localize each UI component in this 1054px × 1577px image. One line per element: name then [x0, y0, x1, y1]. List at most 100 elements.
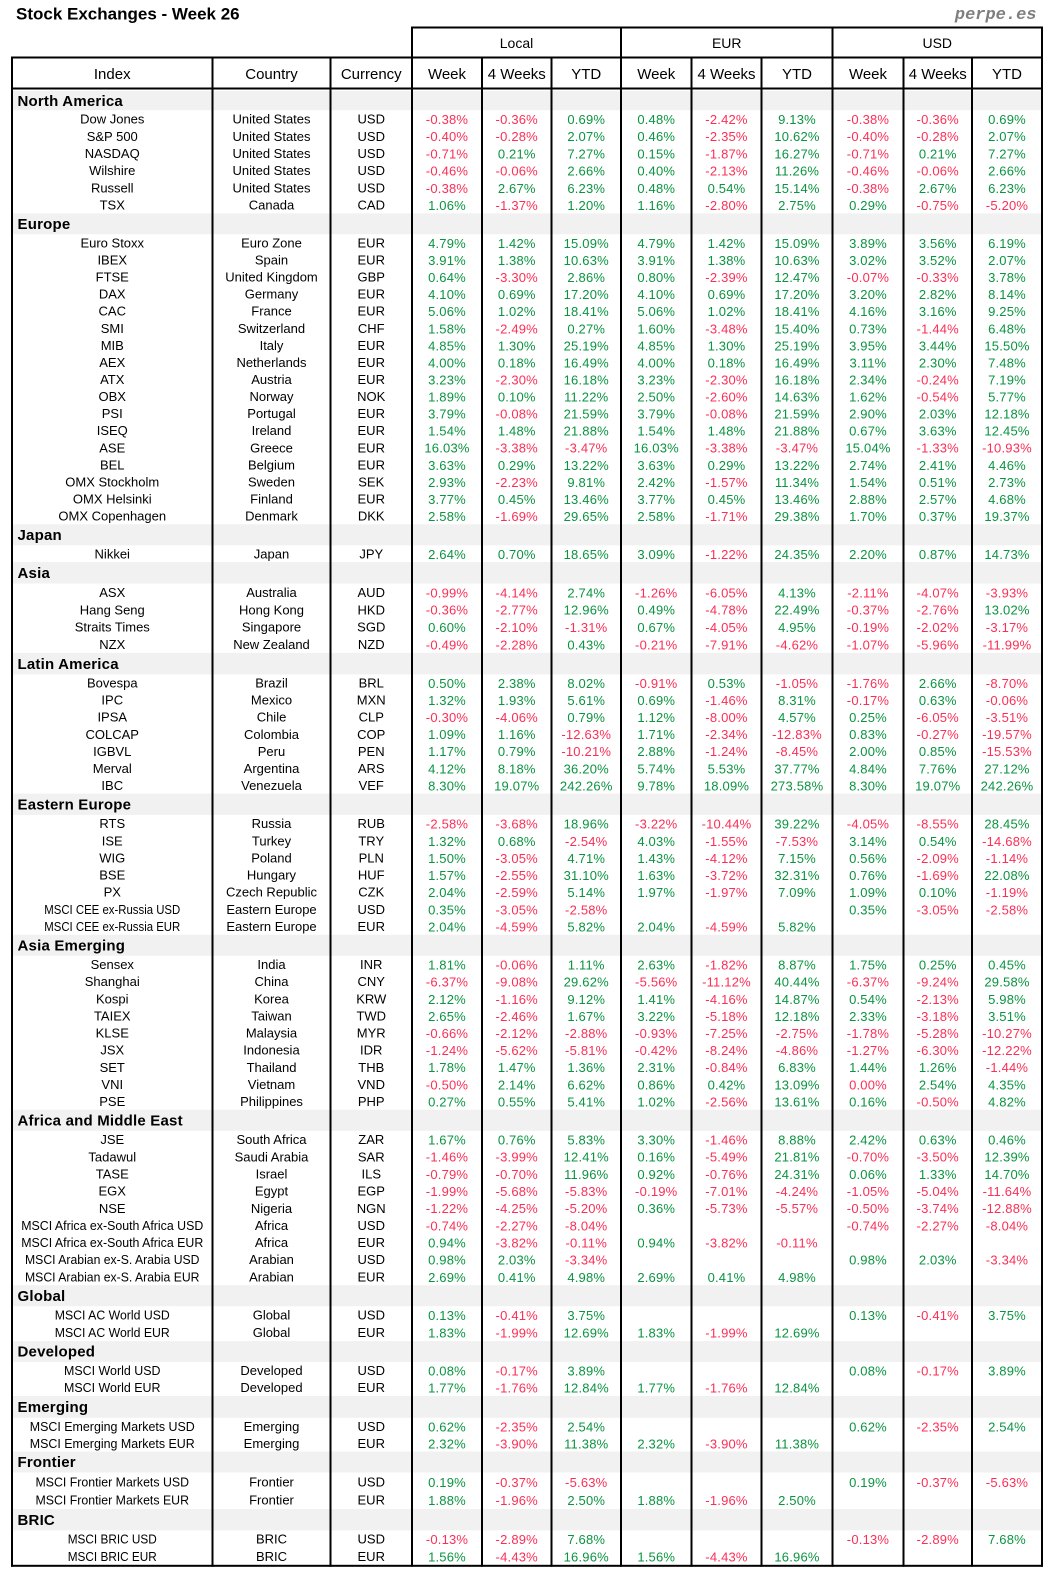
svg-text:MSCI Emerging Markets USD: MSCI Emerging Markets USD [30, 1419, 195, 1434]
svg-text:25.19%: 25.19% [774, 338, 820, 353]
svg-text:-1.24%: -1.24% [426, 1043, 469, 1058]
svg-text:-2.89%: -2.89% [496, 1532, 539, 1547]
svg-text:USD: USD [358, 1419, 385, 1434]
svg-text:18.09%: 18.09% [704, 778, 750, 793]
svg-text:Global: Global [18, 1288, 66, 1305]
svg-text:-4.43%: -4.43% [705, 1549, 748, 1564]
svg-text:4.79%: 4.79% [428, 236, 466, 251]
svg-text:SMI: SMI [101, 321, 124, 336]
svg-text:EUR: EUR [358, 287, 385, 302]
svg-text:-1.44%: -1.44% [917, 321, 960, 336]
svg-text:-1.24%: -1.24% [705, 744, 748, 759]
svg-text:Hong Kong: Hong Kong [239, 602, 304, 617]
svg-text:United States: United States [232, 112, 311, 127]
svg-text:-4.62%: -4.62% [776, 637, 819, 652]
svg-text:MSCI CEE ex-Russia USD: MSCI CEE ex-Russia USD [44, 902, 180, 917]
svg-text:24.31%: 24.31% [774, 1167, 820, 1182]
svg-text:MSCI Emerging Markets EUR: MSCI Emerging Markets EUR [30, 1436, 195, 1451]
svg-text:-4.06%: -4.06% [496, 710, 539, 725]
svg-text:-0.06%: -0.06% [917, 164, 960, 179]
svg-text:1.48%: 1.48% [498, 424, 536, 439]
svg-text:24.35%: 24.35% [774, 547, 820, 562]
svg-text:0.69%: 0.69% [637, 693, 675, 708]
svg-text:EUR: EUR [358, 253, 385, 268]
svg-text:-0.40%: -0.40% [847, 129, 890, 144]
svg-text:KLSE: KLSE [96, 1026, 130, 1041]
svg-text:Africa: Africa [255, 1235, 289, 1250]
svg-text:16.18%: 16.18% [774, 372, 820, 387]
svg-text:Canada: Canada [249, 198, 295, 213]
svg-text:22.49%: 22.49% [774, 603, 820, 618]
svg-text:YTD: YTD [782, 66, 812, 83]
svg-text:-4.16%: -4.16% [705, 992, 748, 1007]
svg-text:13.22%: 13.22% [774, 458, 820, 473]
svg-text:3.23%: 3.23% [637, 372, 675, 387]
svg-text:0.94%: 0.94% [637, 1236, 675, 1251]
svg-text:-1.46%: -1.46% [426, 1150, 469, 1165]
svg-text:Thailand: Thailand [247, 1060, 297, 1075]
svg-text:Frontier: Frontier [18, 1454, 76, 1471]
svg-text:0.83%: 0.83% [849, 727, 887, 742]
svg-text:8.30%: 8.30% [428, 778, 466, 793]
svg-text:1.60%: 1.60% [637, 321, 675, 336]
svg-text:16.03%: 16.03% [424, 441, 470, 456]
svg-text:-1.96%: -1.96% [496, 1493, 539, 1508]
svg-text:18.96%: 18.96% [564, 817, 610, 832]
svg-text:0.63%: 0.63% [919, 693, 957, 708]
svg-text:USD: USD [358, 1308, 385, 1323]
svg-text:-0.70%: -0.70% [847, 1150, 890, 1165]
svg-text:France: France [251, 304, 291, 319]
svg-text:4.12%: 4.12% [428, 761, 466, 776]
svg-text:9.25%: 9.25% [988, 304, 1026, 319]
svg-text:SET: SET [100, 1060, 125, 1075]
svg-text:0.50%: 0.50% [428, 676, 466, 691]
svg-text:-1.99%: -1.99% [496, 1326, 539, 1341]
svg-text:2.32%: 2.32% [428, 1436, 466, 1451]
svg-text:-6.05%: -6.05% [705, 585, 748, 600]
svg-text:0.55%: 0.55% [498, 1094, 536, 1109]
svg-text:-3.72%: -3.72% [705, 868, 748, 883]
svg-text:Stock Exchanges - Week 26: Stock Exchanges - Week 26 [16, 5, 240, 24]
svg-text:0.41%: 0.41% [498, 1270, 536, 1285]
svg-text:USD: USD [358, 129, 385, 144]
svg-text:9.12%: 9.12% [567, 992, 605, 1007]
svg-text:8.30%: 8.30% [849, 778, 887, 793]
svg-text:-1.22%: -1.22% [705, 547, 748, 562]
svg-text:3.78%: 3.78% [988, 270, 1026, 285]
svg-text:0.63%: 0.63% [919, 1133, 957, 1148]
svg-text:Eastern Europe: Eastern Europe [226, 919, 316, 934]
svg-text:0.19%: 0.19% [428, 1475, 466, 1490]
svg-text:-3.99%: -3.99% [496, 1150, 539, 1165]
svg-text:-0.37%: -0.37% [917, 1475, 960, 1490]
svg-text:8.31%: 8.31% [778, 693, 816, 708]
svg-text:2.03%: 2.03% [919, 1253, 957, 1268]
svg-text:4.46%: 4.46% [988, 458, 1026, 473]
svg-text:Venezuela: Venezuela [241, 778, 302, 793]
svg-text:2.90%: 2.90% [849, 407, 887, 422]
svg-text:3.63%: 3.63% [428, 458, 466, 473]
svg-text:-8.04%: -8.04% [986, 1218, 1029, 1233]
svg-text:15.04%: 15.04% [845, 441, 891, 456]
svg-text:1.16%: 1.16% [498, 727, 536, 742]
svg-text:1.26%: 1.26% [919, 1060, 957, 1075]
svg-text:-5.73%: -5.73% [705, 1201, 748, 1216]
svg-text:7.68%: 7.68% [988, 1532, 1026, 1547]
svg-text:-3.18%: -3.18% [917, 1009, 960, 1024]
svg-text:16.49%: 16.49% [564, 355, 610, 370]
svg-text:2.66%: 2.66% [988, 164, 1026, 179]
svg-text:BRIC: BRIC [18, 1512, 55, 1529]
svg-text:-3.74%: -3.74% [917, 1201, 960, 1216]
svg-text:37.77%: 37.77% [774, 761, 820, 776]
svg-text:SGD: SGD [357, 620, 385, 635]
svg-text:Nigeria: Nigeria [251, 1201, 293, 1216]
svg-text:-2.49%: -2.49% [496, 321, 539, 336]
svg-text:NGN: NGN [357, 1201, 386, 1216]
svg-text:12.84%: 12.84% [564, 1381, 610, 1396]
svg-text:ARS: ARS [358, 761, 385, 776]
svg-text:6.62%: 6.62% [567, 1077, 605, 1092]
svg-text:5.06%: 5.06% [637, 304, 675, 319]
svg-text:1.77%: 1.77% [637, 1381, 675, 1396]
svg-text:Currency: Currency [341, 66, 402, 83]
svg-text:1.57%: 1.57% [428, 868, 466, 883]
svg-text:-1.22%: -1.22% [426, 1201, 469, 1216]
